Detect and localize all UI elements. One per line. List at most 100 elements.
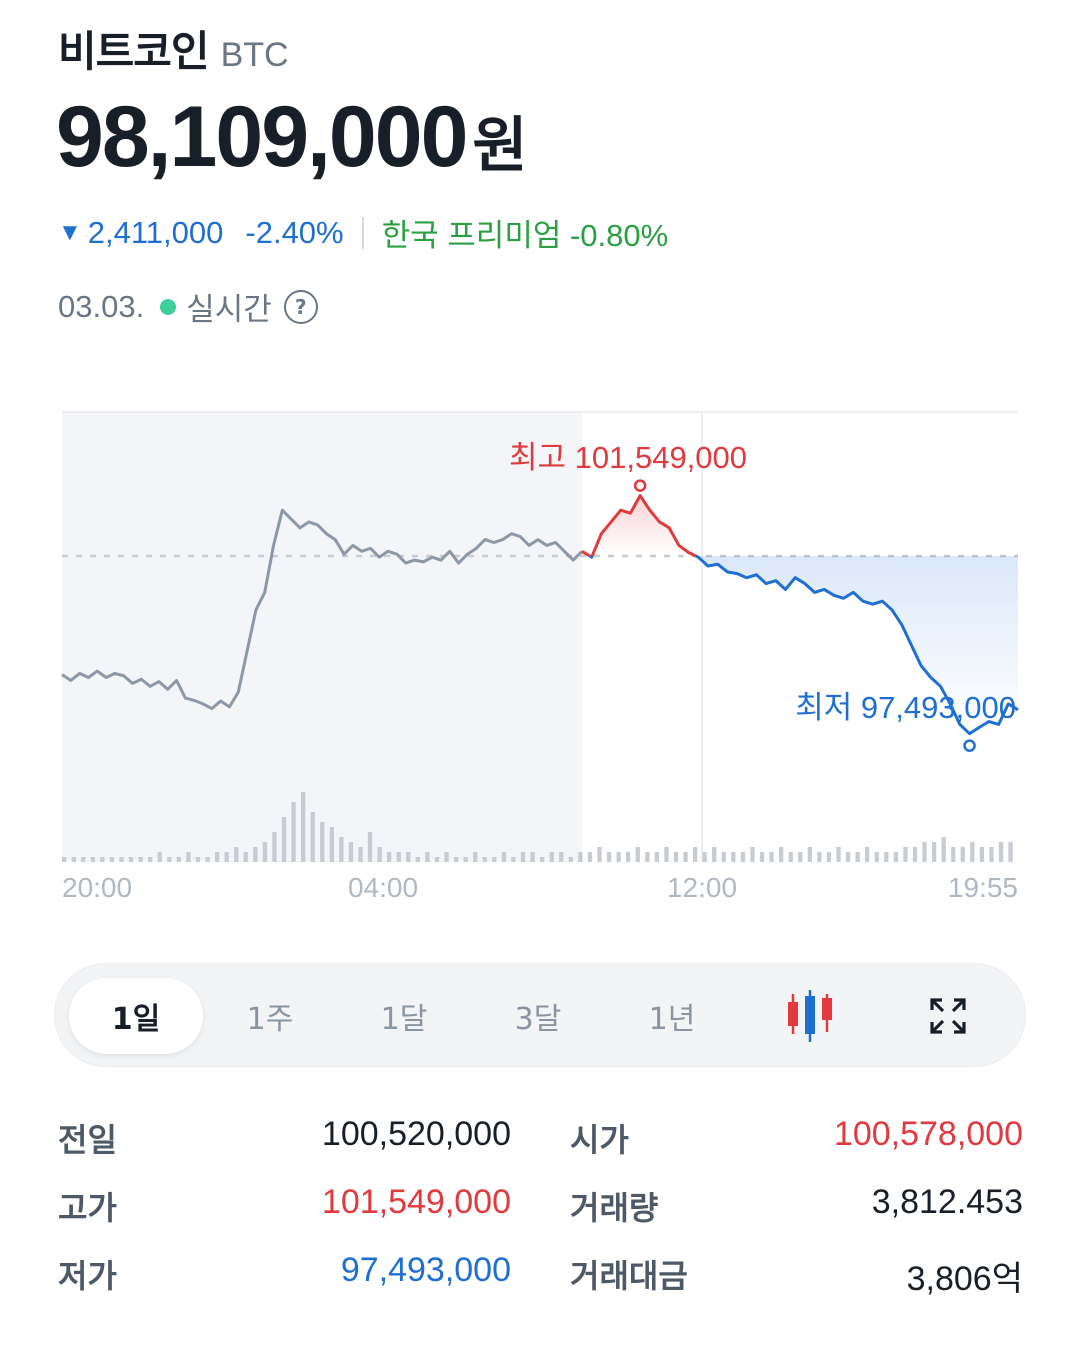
candlestick-icon — [788, 990, 832, 1042]
volume-bar — [234, 847, 239, 862]
fullscreen-button[interactable] — [881, 978, 1015, 1054]
volume-bar — [339, 837, 344, 862]
open-value: 100,578,000 — [833, 1115, 1023, 1153]
help-icon[interactable]: ? — [283, 289, 318, 324]
volume-bar — [721, 852, 726, 862]
stat-row: 고가 101,549,000 거래량 3,812.453 — [58, 1183, 1023, 1243]
candlestick-button[interactable] — [743, 978, 877, 1054]
series-line-down — [695, 554, 1019, 736]
volume-bar — [501, 852, 507, 862]
volume-bar — [989, 847, 994, 862]
period-selector: 1일 1주 1달 3달 1년 — [54, 963, 1026, 1067]
turnover-label: 거래대금 — [570, 1257, 688, 1295]
volume-bar — [616, 852, 621, 862]
volume-bar — [951, 847, 956, 862]
down-arrow-icon: ▼ — [58, 218, 82, 246]
volume-bar — [71, 857, 76, 862]
volume-bar — [874, 852, 879, 862]
low-label: 저가 — [58, 1257, 117, 1295]
volume-bar — [654, 852, 659, 862]
volume-bar — [855, 852, 860, 862]
x-tick-label: 19:55 — [948, 872, 1018, 903]
volume-bar — [568, 857, 573, 862]
volume-bar — [100, 857, 105, 862]
volume-bar — [932, 842, 937, 862]
volume-bar — [138, 857, 143, 862]
previous-session-line — [61, 508, 584, 711]
volume-bar — [167, 857, 172, 862]
change-percent: -2.40% — [245, 214, 344, 250]
volume-bar — [520, 852, 526, 862]
stat-row: 저가 97,493,000 거래대금 3,806억 — [58, 1251, 1023, 1311]
volume-bar — [865, 847, 870, 862]
change-amount: 2,411,000 — [87, 214, 224, 250]
volume-bar — [415, 857, 420, 862]
volume-bar — [912, 847, 918, 862]
tab-1year[interactable]: 1년 — [648, 1002, 696, 1037]
volume-bar — [367, 832, 373, 862]
volume-bar — [645, 852, 650, 862]
tab-1week[interactable]: 1주 — [246, 1002, 294, 1037]
volume-bar — [759, 852, 765, 862]
tab-3month[interactable]: 3달 — [514, 1002, 562, 1037]
volume-bar — [387, 852, 392, 862]
volume-bar — [836, 847, 841, 862]
volume-bar — [301, 792, 306, 862]
volume-bar — [578, 852, 583, 862]
volume-bar — [262, 842, 268, 862]
volume-bar — [377, 847, 382, 862]
expand-icon — [930, 998, 966, 1034]
korea-premium[interactable]: 한국 프리미엄 -0.80% — [381, 218, 669, 253]
volume-bar — [702, 852, 707, 862]
turnover-value: 3,806억 — [906, 1260, 1023, 1298]
volume-bar — [807, 847, 812, 862]
volume-bar — [492, 857, 497, 862]
open-label: 시가 — [570, 1121, 629, 1159]
volume-bar — [119, 857, 124, 862]
volume-bar — [779, 847, 784, 862]
volume-bar — [626, 852, 631, 862]
volume-bar — [922, 842, 927, 862]
tab-1month[interactable]: 1달 — [380, 1002, 428, 1037]
stat-row: 전일 100,520,000 시가 100,578,000 — [58, 1115, 1023, 1175]
volume-bar — [559, 852, 564, 862]
volume-bar — [463, 857, 468, 862]
low-value: 97,493,000 — [340, 1251, 511, 1289]
volume-bar — [253, 847, 258, 862]
volume-bar — [798, 852, 803, 862]
volume-bar — [884, 852, 889, 862]
volume-bar — [606, 852, 612, 862]
volume-bar — [396, 852, 401, 862]
volume-bar — [903, 847, 908, 862]
volume-bar — [205, 857, 210, 862]
tab-1day[interactable]: 1일 — [69, 978, 203, 1054]
series-line-up — [590, 494, 697, 558]
timestamp-row: 03.03. 실시간 ? — [58, 284, 318, 329]
volume-bar — [970, 842, 975, 862]
series-line-down — [588, 554, 594, 559]
volume-bar — [893, 852, 898, 862]
volume-bar — [224, 852, 229, 862]
volume-bar — [960, 847, 965, 862]
live-label: 실시간 — [186, 292, 272, 328]
price-change: ▼ 2,411,000 -2.40% 한국 프리미엄 -0.80% — [58, 210, 668, 255]
volume-bar — [148, 857, 153, 862]
series-area — [592, 495, 696, 556]
volume-bar — [635, 847, 640, 862]
prev-close-value: 100,520,000 — [321, 1115, 511, 1153]
volume-bar — [482, 857, 487, 862]
volume-bar — [109, 857, 115, 862]
volume-bar — [329, 827, 334, 862]
volume-bar — [817, 852, 822, 862]
volume-bar — [128, 857, 134, 862]
volume-bar — [243, 852, 248, 862]
price-chart[interactable]: 최고 101,549,000 최저 97,493,000 20:00 04:00… — [0, 400, 1080, 910]
volume-bar — [683, 852, 688, 862]
x-tick-label: 12:00 — [667, 872, 737, 903]
volume-bar — [320, 822, 325, 862]
volume-bar — [186, 852, 191, 862]
volume-bar — [310, 812, 315, 862]
volume-bar — [81, 857, 86, 862]
prev-close-label: 전일 — [58, 1121, 117, 1159]
volume-bar — [425, 852, 430, 862]
